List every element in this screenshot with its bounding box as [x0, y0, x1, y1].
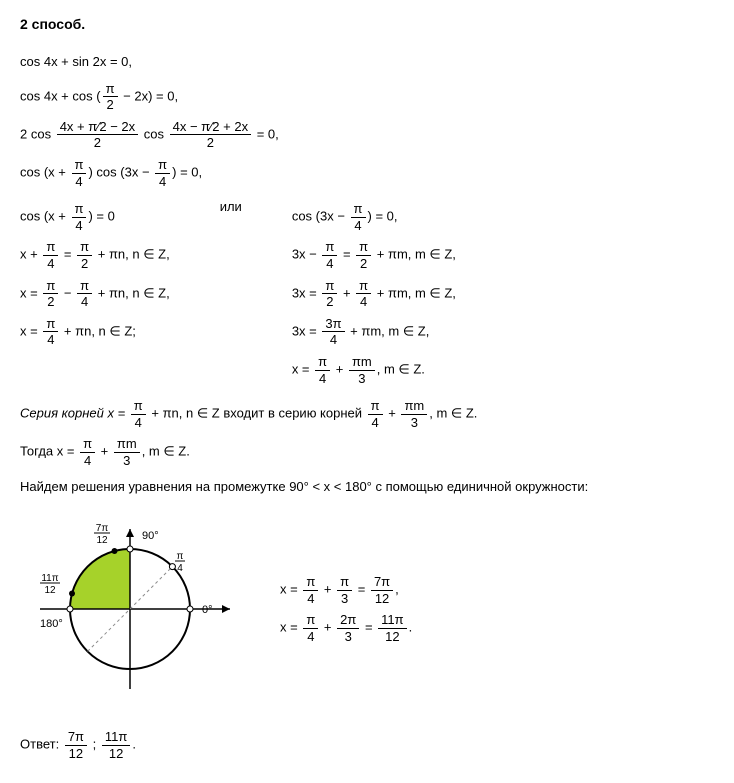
eq2-pre: cos 4x + cos (	[20, 88, 101, 103]
eq2: cos 4x + cos (π2 − 2x) = 0,	[20, 81, 714, 113]
heading: 2 способ.	[20, 16, 714, 32]
sol1: x = π4 + π3 = 7π12,	[280, 574, 412, 606]
diagram-row: 90° 0° 180° π 4 7π 12 11π 12 x = π4 + π3…	[20, 519, 714, 699]
eq4: cos (x + π4) cos (3x − π4) = 0,	[20, 157, 714, 189]
sol2: x = π4 + 2π3 = 11π12.	[280, 612, 412, 644]
find-text: Найдем решения уравнения на промежутке 9…	[20, 475, 714, 500]
point-180	[67, 606, 73, 612]
point-0	[187, 606, 193, 612]
then-line: Тогда x = π4 + πm3, m ∈ Z.	[20, 436, 714, 468]
frac-pi-4b: π4	[155, 157, 170, 189]
eq3-mid: cos	[140, 126, 167, 141]
answer-line: Ответ: 7π12 ; 11π12.	[20, 729, 714, 761]
frac-pi-2: π2	[103, 81, 118, 113]
x-axis-arrow	[222, 605, 230, 613]
eq3-pre: 2 cos	[20, 126, 55, 141]
label-pi4-n: π	[177, 551, 184, 562]
eq2-post: − 2x) = 0,	[120, 88, 179, 103]
label-0: 0°	[202, 604, 213, 616]
frac-eq3-1: 4x + π⁄2 − 2x2	[57, 119, 138, 151]
point-7pi12	[112, 548, 118, 554]
y-axis-arrow	[126, 529, 134, 537]
label-pi4-d: 4	[177, 563, 183, 574]
series-note: Серия корней x = π4 + πn, n ∈ Z входит в…	[20, 398, 714, 430]
or-word: или	[220, 195, 242, 214]
two-column-split: cos (x + π4) = 0 x + π4 = π2 + πn, n ∈ Z…	[20, 195, 714, 392]
solutions-block: x = π4 + π3 = 7π12, x = π4 + 2π3 = 11π12…	[280, 568, 412, 650]
point-90	[127, 546, 133, 552]
eq3: 2 cos 4x + π⁄2 − 2x2 cos 4x − π⁄2 + 2x2 …	[20, 119, 714, 151]
label-11pi12-d: 12	[44, 585, 56, 596]
label-7pi12-n: 7π	[96, 523, 109, 534]
right-column: cos (3x − π4) = 0, 3x − π4 = π2 + πm, m …	[292, 195, 456, 392]
point-11pi12	[69, 591, 75, 597]
unit-circle-diagram: 90° 0° 180° π 4 7π 12 11π 12	[20, 519, 240, 699]
left-column: cos (x + π4) = 0 x + π4 = π2 + πn, n ∈ Z…	[20, 195, 170, 392]
point-pi4	[169, 564, 175, 570]
frac-eq3-2: 4x − π⁄2 + 2x2	[170, 119, 251, 151]
frac-pi-4: π4	[72, 157, 87, 189]
eq3-post: = 0,	[253, 126, 279, 141]
eq1: cos 4x + sin 2x = 0,	[20, 50, 714, 75]
label-180: 180°	[40, 618, 63, 630]
label-11pi12-n: 11π	[41, 573, 58, 584]
label-7pi12-d: 12	[96, 535, 108, 546]
label-90: 90°	[142, 530, 159, 542]
